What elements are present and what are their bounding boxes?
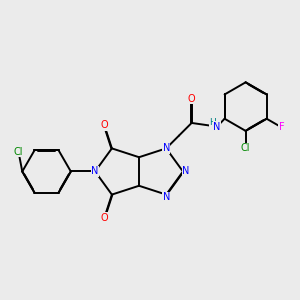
Text: O: O [100, 213, 108, 223]
Text: N: N [182, 167, 190, 176]
Text: H: H [209, 118, 216, 127]
Text: N: N [163, 192, 170, 203]
Text: O: O [100, 120, 108, 130]
Text: N: N [92, 167, 99, 176]
Text: N: N [163, 143, 170, 153]
Text: Cl: Cl [241, 143, 250, 153]
Text: N: N [213, 122, 221, 132]
Text: Cl: Cl [14, 147, 23, 157]
Text: O: O [188, 94, 195, 104]
Text: F: F [279, 122, 284, 132]
